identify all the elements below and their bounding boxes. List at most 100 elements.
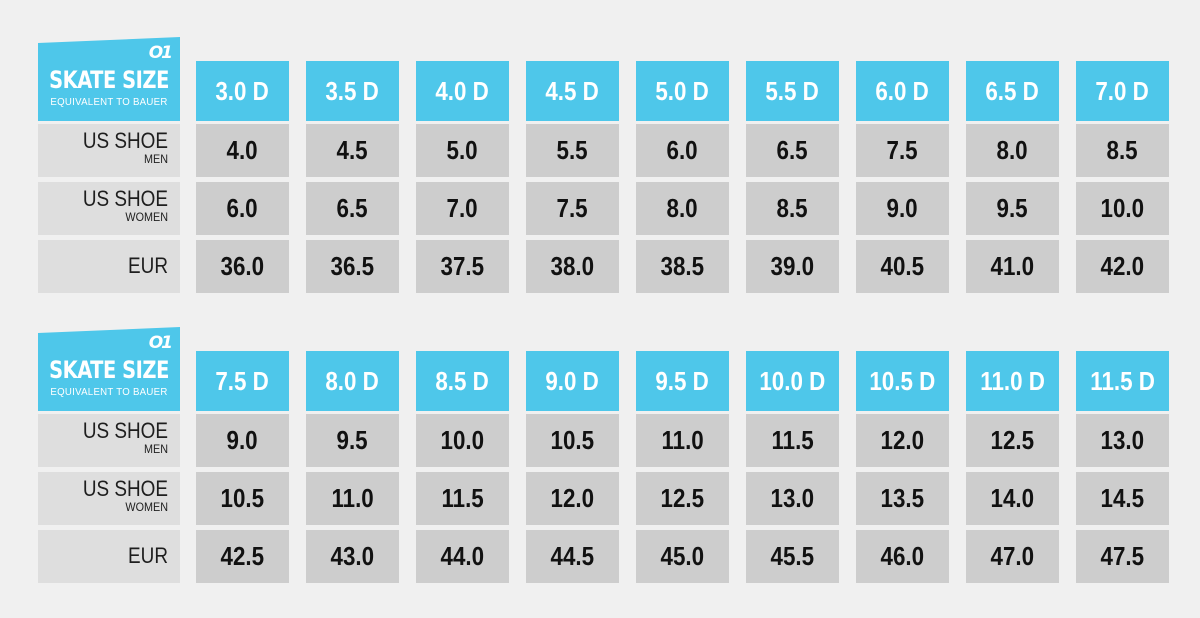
size-value-eur: 38.0	[526, 240, 619, 293]
skate-size-text: 5.0 D	[655, 76, 710, 106]
size-value-text: 12.0	[550, 483, 595, 513]
skate-size-text: 11.0 D	[980, 366, 1045, 396]
size-value-eur: 47.5	[1076, 530, 1169, 583]
size-value-text: 7.5	[556, 193, 589, 223]
size-value-text: 6.5	[776, 135, 809, 165]
size-value-us-men: 6.5	[746, 124, 839, 177]
size-value-eur: 37.5	[416, 240, 509, 293]
size-value-text: 10.0	[440, 425, 485, 455]
size-value-text: 12.5	[660, 483, 705, 513]
size-value-text: 41.0	[990, 251, 1035, 281]
size-value-us-men: 8.0	[966, 124, 1059, 177]
skate-size-value: 3.5 D	[306, 61, 399, 121]
row-label-eur: EUR	[38, 240, 180, 293]
skate-size-value: 5.0 D	[636, 61, 729, 121]
size-value-us-men: 12.0	[856, 414, 949, 467]
size-value-text: 9.5	[996, 193, 1029, 223]
size-value-text: 6.0	[666, 135, 699, 165]
row-label-us-shoe-men: US SHOE MEN	[38, 124, 180, 177]
size-value-text: 5.0	[446, 135, 479, 165]
row-label-us-shoe-men: US SHOE MEN	[38, 414, 180, 467]
size-value-text: 13.0	[770, 483, 815, 513]
skate-size-title: SKATE SIZE	[49, 66, 169, 94]
size-value-text: 36.0	[220, 251, 265, 281]
skate-size-value: 8.5 D	[416, 351, 509, 411]
size-value-text: 9.0	[226, 425, 259, 455]
size-value-text: 10.0	[1100, 193, 1145, 223]
size-value-eur: 44.0	[416, 530, 509, 583]
size-value-us-women: 12.0	[526, 472, 619, 525]
size-value-us-men: 13.0	[1076, 414, 1169, 467]
size-value-eur: 47.0	[966, 530, 1059, 583]
skate-size-value: 7.5 D	[196, 351, 289, 411]
size-value-text: 9.0	[886, 193, 919, 223]
size-value-eur: 40.5	[856, 240, 949, 293]
size-value-text: 11.5	[771, 425, 814, 455]
size-value-eur: 38.5	[636, 240, 729, 293]
size-value-us-women: 14.0	[966, 472, 1059, 525]
size-value-text: 11.0	[661, 425, 704, 455]
size-value-eur: 39.0	[746, 240, 839, 293]
skate-size-header: O1 SKATE SIZE EQUIVALENT TO BAUER	[38, 37, 180, 121]
skate-size-text: 10.5 D	[869, 366, 936, 396]
skate-size-title: SKATE SIZE	[49, 356, 169, 384]
size-value-text: 45.0	[660, 541, 705, 571]
size-value-us-men: 11.5	[746, 414, 839, 467]
row-label-eur: EUR	[38, 530, 180, 583]
size-value-text: 5.5	[556, 135, 589, 165]
skate-size-subtitle: EQUIVALENT TO BAUER	[50, 96, 168, 108]
size-value-text: 7.0	[446, 193, 479, 223]
size-value-text: 10.5	[550, 425, 595, 455]
skate-size-text: 4.0 D	[435, 76, 490, 106]
size-value-us-women: 8.0	[636, 182, 729, 235]
skate-size-text: 3.0 D	[215, 76, 270, 106]
size-value-us-women: 12.5	[636, 472, 729, 525]
size-value-eur: 45.0	[636, 530, 729, 583]
skate-size-text: 5.5 D	[765, 76, 820, 106]
size-value-us-men: 4.0	[196, 124, 289, 177]
size-value-text: 11.5	[441, 483, 484, 513]
size-value-us-women: 10.0	[1076, 182, 1169, 235]
skate-size-value: 9.0 D	[526, 351, 619, 411]
skate-size-text: 7.5 D	[215, 366, 270, 396]
size-value-text: 6.0	[226, 193, 259, 223]
skate-size-text: 3.5 D	[325, 76, 380, 106]
skate-size-value: 8.0 D	[306, 351, 399, 411]
size-value-eur: 43.0	[306, 530, 399, 583]
size-value-us-men: 9.0	[196, 414, 289, 467]
size-value-text: 45.5	[770, 541, 815, 571]
size-value-text: 7.5	[886, 135, 919, 165]
skate-size-value: 5.5 D	[746, 61, 839, 121]
skate-size-value: 9.5 D	[636, 351, 729, 411]
size-value-text: 47.5	[1100, 541, 1145, 571]
size-value-us-women: 7.5	[526, 182, 619, 235]
skate-size-text: 7.0 D	[1095, 76, 1150, 106]
size-value-text: 12.5	[990, 425, 1035, 455]
skate-size-value: 11.5 D	[1076, 351, 1169, 411]
size-value-us-men: 12.5	[966, 414, 1059, 467]
skate-size-value: 10.0 D	[746, 351, 839, 411]
skate-size-text: 9.5 D	[655, 366, 710, 396]
size-value-us-women: 13.0	[746, 472, 839, 525]
skate-size-text: 6.0 D	[875, 76, 930, 106]
size-value-eur: 36.5	[306, 240, 399, 293]
size-value-eur: 41.0	[966, 240, 1059, 293]
size-value-eur: 36.0	[196, 240, 289, 293]
size-value-text: 42.5	[220, 541, 265, 571]
size-value-text: 40.5	[880, 251, 925, 281]
size-value-us-men: 5.5	[526, 124, 619, 177]
size-value-text: 14.0	[990, 483, 1035, 513]
size-value-eur: 45.5	[746, 530, 839, 583]
skate-size-value: 10.5 D	[856, 351, 949, 411]
size-value-text: 8.5	[776, 193, 809, 223]
size-value-us-men: 5.0	[416, 124, 509, 177]
size-value-us-women: 9.5	[966, 182, 1059, 235]
row-label-us-shoe-women: US SHOE WOMEN	[38, 182, 180, 235]
size-value-text: 37.5	[440, 251, 485, 281]
size-value-text: 36.5	[330, 251, 375, 281]
skate-size-text: 4.5 D	[545, 76, 600, 106]
size-value-text: 38.0	[550, 251, 595, 281]
size-value-us-women: 11.5	[416, 472, 509, 525]
size-value-text: 8.0	[996, 135, 1029, 165]
size-value-eur: 42.5	[196, 530, 289, 583]
